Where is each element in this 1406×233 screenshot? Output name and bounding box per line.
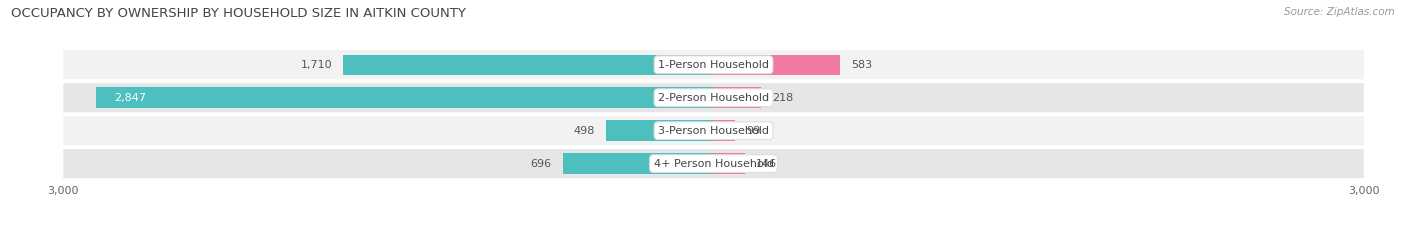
Bar — [713, 87, 761, 108]
Bar — [562, 153, 713, 174]
Text: OCCUPANCY BY OWNERSHIP BY HOUSEHOLD SIZE IN AITKIN COUNTY: OCCUPANCY BY OWNERSHIP BY HOUSEHOLD SIZE… — [11, 7, 467, 20]
Bar — [97, 87, 713, 108]
Text: 146: 146 — [756, 159, 778, 169]
Bar — [713, 153, 745, 174]
Text: 1-Person Household: 1-Person Household — [658, 60, 769, 70]
Text: 696: 696 — [530, 159, 551, 169]
Text: 2-Person Household: 2-Person Household — [658, 93, 769, 103]
Text: 4+ Person Household: 4+ Person Household — [654, 159, 773, 169]
FancyBboxPatch shape — [63, 50, 1364, 79]
Bar — [713, 55, 839, 75]
Text: 1,710: 1,710 — [301, 60, 332, 70]
Text: 2,847: 2,847 — [114, 93, 146, 103]
Text: 218: 218 — [772, 93, 793, 103]
Bar — [343, 55, 713, 75]
Text: Source: ZipAtlas.com: Source: ZipAtlas.com — [1284, 7, 1395, 17]
Text: 3-Person Household: 3-Person Household — [658, 126, 769, 136]
Text: 498: 498 — [574, 126, 595, 136]
Text: 99: 99 — [745, 126, 761, 136]
Bar — [606, 120, 713, 141]
Legend: Owner-occupied, Renter-occupied: Owner-occupied, Renter-occupied — [593, 231, 834, 233]
Text: 583: 583 — [851, 60, 872, 70]
FancyBboxPatch shape — [63, 116, 1364, 145]
FancyBboxPatch shape — [63, 149, 1364, 178]
FancyBboxPatch shape — [63, 83, 1364, 112]
Bar — [713, 120, 735, 141]
